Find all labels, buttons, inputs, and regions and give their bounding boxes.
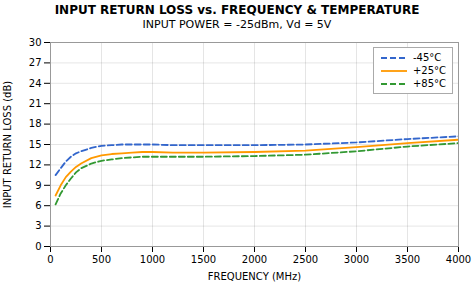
svg-text:12: 12 xyxy=(29,159,42,170)
svg-text:3000: 3000 xyxy=(344,254,369,265)
svg-text:27: 27 xyxy=(29,57,42,68)
svg-text:FREQUENCY (MHz): FREQUENCY (MHz) xyxy=(208,271,301,282)
svg-text:INPUT RETURN LOSS (dB): INPUT RETURN LOSS (dB) xyxy=(2,81,13,208)
svg-text:24: 24 xyxy=(29,78,42,89)
html-text:-45°C: -45°C xyxy=(412,52,442,63)
svg-text:3500: 3500 xyxy=(395,254,420,265)
svg-text:1000: 1000 xyxy=(140,254,165,265)
svg-text:4000: 4000 xyxy=(446,254,471,265)
svg-text:9: 9 xyxy=(35,180,41,191)
svg-text:2500: 2500 xyxy=(293,254,318,265)
svg-text:15: 15 xyxy=(29,139,42,150)
svg-text:0: 0 xyxy=(35,241,41,252)
svg-text:21: 21 xyxy=(29,98,42,109)
svg-text:2000: 2000 xyxy=(242,254,267,265)
svg-text:0: 0 xyxy=(47,254,53,265)
svg-text:1500: 1500 xyxy=(191,254,216,265)
svg-text:18: 18 xyxy=(29,118,42,129)
html-text:INPUT RETURN LOSS vs. FREQUENC: INPUT RETURN LOSS vs. FREQUENCY & TEMPER… xyxy=(54,3,420,17)
html-text:+25°C: +25°C xyxy=(412,65,446,76)
svg-text:500: 500 xyxy=(92,254,111,265)
svg-text:30: 30 xyxy=(29,37,42,48)
svg-text:6: 6 xyxy=(35,200,41,211)
html-text:+85°C: +85°C xyxy=(412,78,446,89)
svg-text:3: 3 xyxy=(35,220,41,231)
html-text:INPUT POWER = -25dBm, Vd = 5V: INPUT POWER = -25dBm, Vd = 5V xyxy=(142,18,332,31)
